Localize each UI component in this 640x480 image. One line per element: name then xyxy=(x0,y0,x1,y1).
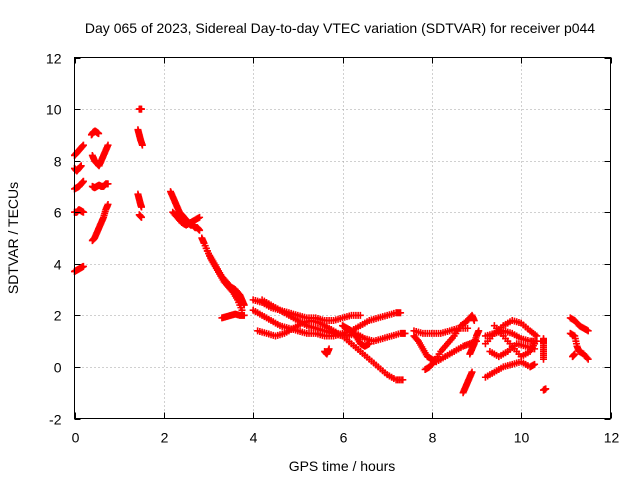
series-arc-ae xyxy=(481,358,539,381)
data-point xyxy=(95,130,103,138)
series-arc-x xyxy=(339,322,373,350)
data-point xyxy=(138,141,146,149)
axis-ticks: 0 2 4 6 8 10 12 -2 0 2 4 6 8 10 12 xyxy=(46,51,620,446)
data-point xyxy=(196,213,204,221)
y-tick-label: -2 xyxy=(49,412,62,428)
series-arc-ab xyxy=(459,368,476,397)
series-arc-w xyxy=(321,345,333,358)
series-arc-ak xyxy=(566,314,592,335)
y-tick-label: 12 xyxy=(46,51,62,67)
series-arc-ai xyxy=(540,335,547,363)
data-point xyxy=(531,360,539,368)
series-arc-j xyxy=(135,105,145,113)
data-point xyxy=(196,226,204,234)
series-arc-i xyxy=(88,200,112,245)
series-arc-aa xyxy=(421,311,478,374)
x-tick-label: 8 xyxy=(429,430,437,446)
series-arc-f xyxy=(87,127,103,139)
data-markers xyxy=(71,105,592,397)
y-tick-label: 0 xyxy=(54,360,62,376)
series-arc-b xyxy=(71,162,85,175)
data-point xyxy=(104,180,112,188)
data-point xyxy=(429,359,437,367)
data-point xyxy=(79,208,87,216)
data-point xyxy=(571,350,579,358)
series-arc-ah xyxy=(490,322,539,361)
series-arc-k xyxy=(134,126,146,149)
data-point xyxy=(533,332,541,340)
series-arc-g xyxy=(88,141,112,170)
x-tick-label: 2 xyxy=(161,430,169,446)
series-arc-al xyxy=(566,329,592,363)
data-point xyxy=(475,327,483,335)
series-arc-ac xyxy=(466,327,483,358)
series-arc-a xyxy=(71,141,87,159)
data-point xyxy=(542,385,550,393)
y-tick-label: 8 xyxy=(54,154,62,170)
x-tick-label: 10 xyxy=(514,430,530,446)
series-arc-d xyxy=(71,206,87,216)
chart-title: Day 065 of 2023, Sidereal Day-to-day VTE… xyxy=(85,20,595,36)
series-arc-am xyxy=(569,350,579,361)
data-point xyxy=(104,200,112,208)
data-point xyxy=(365,340,373,348)
data-point xyxy=(79,141,87,149)
data-point xyxy=(397,309,405,317)
series-arc-v xyxy=(258,296,407,384)
x-tick-label: 6 xyxy=(340,430,348,446)
x-tick-label: 4 xyxy=(250,430,258,446)
series-arc-r xyxy=(218,310,248,322)
series-arc-c xyxy=(71,177,87,193)
x-tick-label: 12 xyxy=(604,430,620,446)
y-tick-label: 4 xyxy=(54,257,62,273)
data-point xyxy=(104,141,112,149)
data-point xyxy=(356,311,364,319)
data-point xyxy=(583,354,591,362)
data-point xyxy=(584,327,592,335)
series-arc-o xyxy=(169,208,204,229)
y-tick-label: 2 xyxy=(54,308,62,324)
x-axis-title: GPS time / hours xyxy=(289,458,396,474)
data-point xyxy=(470,317,478,325)
series-arc-e xyxy=(71,262,87,276)
data-point xyxy=(138,105,145,113)
data-point xyxy=(584,355,592,363)
data-point xyxy=(240,311,248,319)
data-point xyxy=(77,162,85,170)
data-point xyxy=(79,177,87,185)
y-tick-label: 6 xyxy=(54,205,62,221)
plot-frame xyxy=(74,57,611,419)
data-point xyxy=(468,368,476,376)
data-point xyxy=(401,329,409,337)
data-point xyxy=(138,213,145,221)
data-point xyxy=(531,340,539,348)
y-tick-label: 10 xyxy=(46,102,62,118)
series-arc-aj xyxy=(540,385,550,394)
data-point xyxy=(540,355,547,363)
data-point xyxy=(399,376,407,384)
series-arc-m xyxy=(135,211,145,221)
y-axis-title: SDTVAR / TECUs xyxy=(5,182,21,294)
data-point xyxy=(79,262,87,270)
series-arc-q xyxy=(202,244,246,314)
data-point xyxy=(325,345,333,353)
series-arc-h xyxy=(88,180,112,192)
data-point xyxy=(138,203,145,211)
series-arc-l xyxy=(134,190,145,211)
data-point xyxy=(464,324,472,332)
x-tick-label: 0 xyxy=(72,430,80,446)
